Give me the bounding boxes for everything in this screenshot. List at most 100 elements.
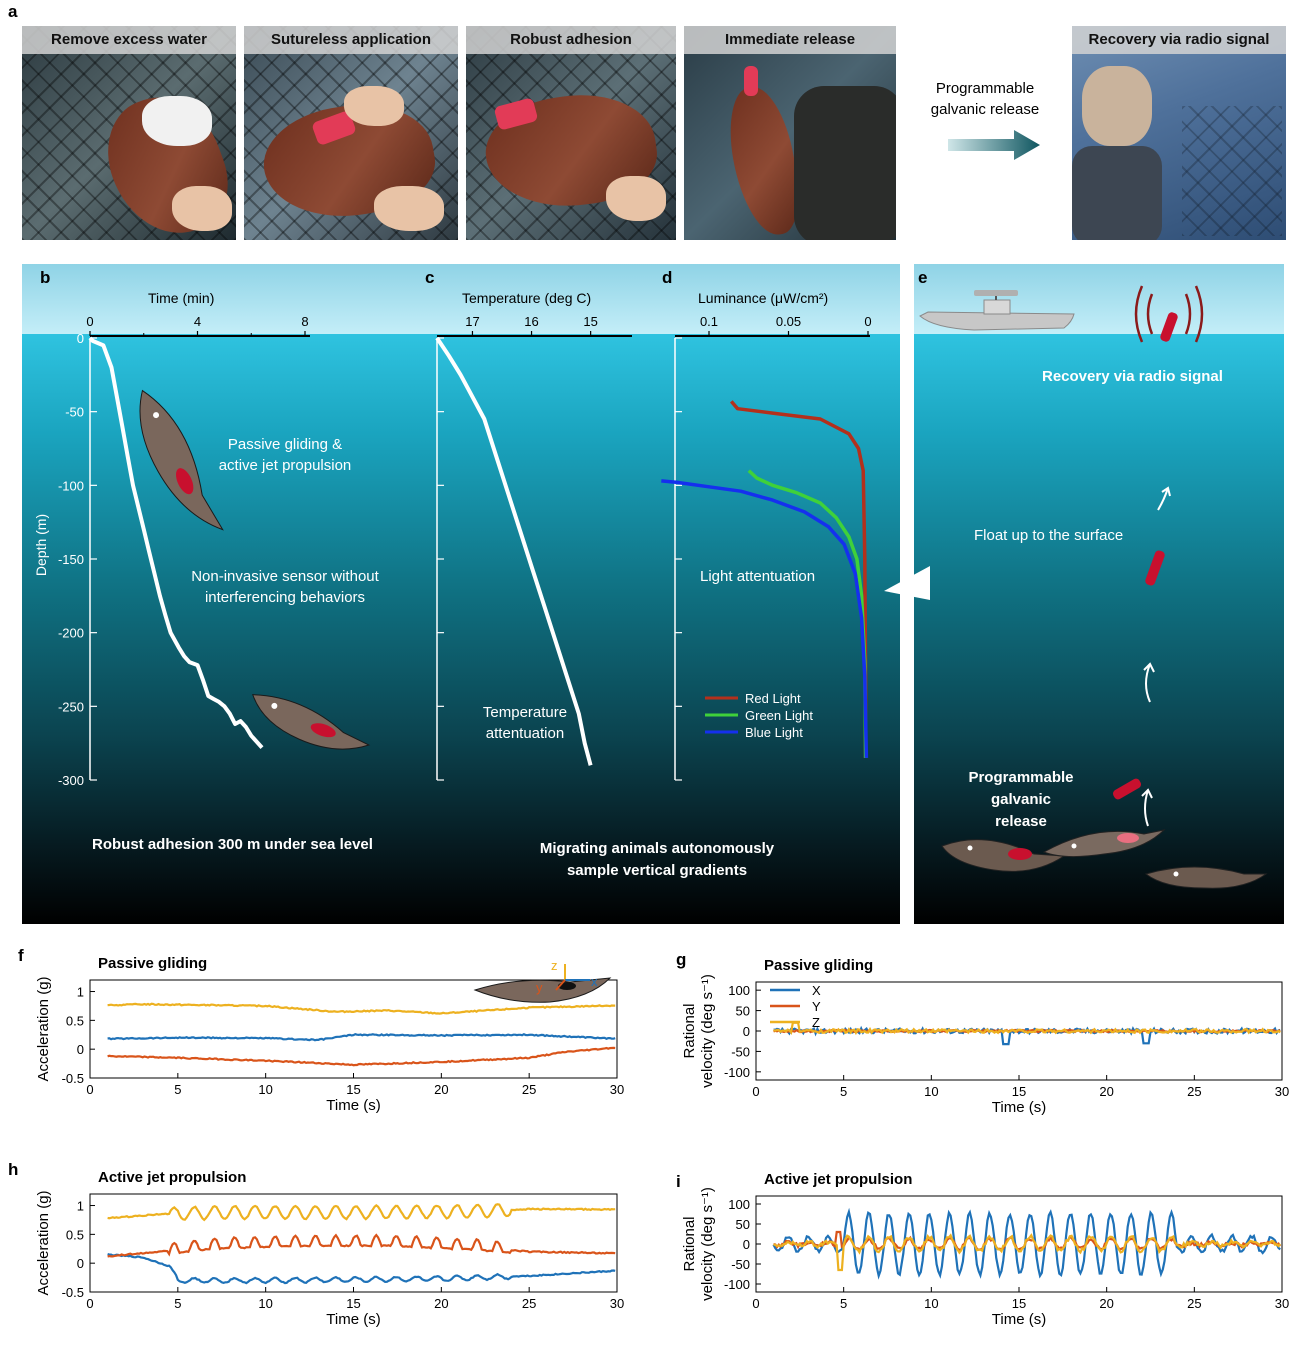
chart-title: Passive gliding [98, 955, 207, 972]
x-tick-label: 25 [522, 1082, 536, 1097]
label-release-line2: galvanic release [990, 791, 1052, 830]
axis-title-temperature: Temperature (deg C) [462, 290, 592, 306]
label-release: Programmable galvanic release [966, 767, 1076, 833]
series-line-blue-light [661, 479, 869, 758]
boat-icon [919, 290, 1075, 331]
y-tick-label: -250 [58, 699, 84, 714]
panel-e-illustration [919, 285, 1268, 889]
x-tick-label: 15 [346, 1296, 360, 1311]
up-arrow-icon [1157, 486, 1171, 511]
panel-letter-i: i [676, 1172, 681, 1191]
panel-letter-e: e [918, 268, 928, 287]
y-axis-title: Acceleration (g) [35, 976, 52, 1081]
x-tick-label: 30 [610, 1082, 624, 1097]
person-body-image [1072, 146, 1162, 240]
axis-title-luminance: Luminance (μW/cm²) [698, 290, 829, 306]
x-tick-label: 25 [522, 1296, 536, 1311]
y-tick-label: -50 [731, 1257, 750, 1272]
x-tick-label: 17 [465, 314, 479, 329]
towel-image [142, 96, 212, 146]
x-axis-title: Time (s) [326, 1097, 380, 1114]
panel-letter-a: a [8, 2, 18, 21]
x-tick-label: 20 [1099, 1296, 1113, 1311]
photo-caption: Sutureless application [244, 26, 458, 54]
y-axis-title: Rational [681, 1216, 698, 1271]
legend-label: X [812, 983, 821, 998]
label-migrating-line1: Migrating animals autonomously [539, 840, 775, 857]
panel-b-squids [139, 389, 371, 750]
x-tick-label: 30 [1275, 1296, 1289, 1311]
series-line-y [107, 1233, 616, 1258]
label-recovery: Recovery via radio signal [1042, 368, 1223, 385]
legend-label: Y [812, 999, 821, 1014]
x-tick-label: 5 [840, 1084, 847, 1099]
label-migrating-line2: sample vertical gradients [566, 862, 748, 879]
photo-recovery: Recovery via radio signal [1072, 26, 1286, 240]
up-arrow-icon [1143, 662, 1155, 703]
series-line-red-light [729, 400, 868, 758]
photo-caption: Recovery via radio signal [1072, 26, 1286, 54]
y-tick-label: -50 [731, 1044, 750, 1059]
label-robust-adhesion: Robust adhesion 300 m under sea level [92, 836, 373, 853]
photo-immediate-release: Immediate release [684, 26, 896, 240]
y-tick-label: 0 [743, 1024, 750, 1039]
x-tick-label: 0 [86, 1296, 93, 1311]
axis-title-time-min: Time (min) [148, 290, 215, 306]
series-line-temperature [435, 336, 593, 766]
squid-icon [1042, 829, 1166, 858]
x-axis-title: Time (s) [326, 1311, 380, 1328]
panel-letter-f: f [18, 946, 24, 965]
legend-label: Red Light [745, 691, 801, 706]
y-tick-label: 100 [728, 1197, 750, 1212]
panel-letter-c: c [425, 268, 435, 287]
floating-tag-icon [1145, 550, 1165, 586]
x-tick-label: 16 [524, 314, 538, 329]
hand-image [344, 86, 404, 126]
squid-body [473, 977, 612, 1003]
x-axis-title: Time (s) [992, 1311, 1046, 1328]
label-migrating: Migrating animals autonomously sample ve… [500, 838, 814, 882]
depth-profiles: 0 -50 -100 -150 -200 -250 -300 Depth (m) 0 4 8 17 16… [58, 314, 872, 766]
sea-background-e [914, 264, 1284, 924]
x-tick-label: 10 [924, 1084, 938, 1099]
y-tick-label: 1 [77, 1199, 84, 1214]
label-gliding: Passive gliding & active jet propulsion [160, 434, 410, 476]
photo-caption: Remove excess water [22, 26, 236, 54]
axis-letter: y [536, 980, 543, 995]
y-tick-label: -200 [58, 626, 84, 641]
sky-band [22, 264, 900, 334]
photo-caption: Robust adhesion [466, 26, 676, 54]
legend-label: Blue Light [745, 725, 803, 740]
x-tick-label: 15 [346, 1082, 360, 1097]
x-tick-label: 0 [86, 1082, 93, 1097]
y-axis-title: Rational [681, 1003, 698, 1058]
arrow-label: Programmable galvanic release [905, 78, 1065, 120]
label-sensor-line1: Non-invasive sensor without [191, 568, 379, 585]
x-tick-label: 4 [194, 314, 201, 329]
squid-icon [139, 389, 224, 531]
x-tick-label: 20 [434, 1296, 448, 1311]
label-temperature: Temperature attentuation [460, 702, 590, 744]
label-gliding-line2: active jet propulsion [218, 457, 352, 474]
label-float: Float up to the surface [974, 527, 1124, 544]
arrow-label-line2: galvanic release [930, 101, 1040, 118]
y-tick-label: -100 [724, 1277, 750, 1292]
series-line-z [107, 1002, 616, 1015]
photo-caption: Immediate release [684, 26, 896, 54]
person-image [1082, 66, 1152, 146]
released-tag-icon [1112, 778, 1142, 800]
y-axis-arrow [555, 979, 566, 991]
y-tick-label: 0 [77, 1042, 84, 1057]
y-tick-label: 0 [77, 331, 84, 346]
label-temperature-line1: Temperature [482, 704, 568, 721]
legend-label: Z [812, 1015, 820, 1030]
sensor-tag-image [744, 66, 758, 96]
x-tick-label: 0 [864, 314, 871, 329]
x-tick-label: 30 [1275, 1084, 1289, 1099]
x-tick-label: 8 [301, 314, 308, 329]
x-axis-title: Time (s) [992, 1099, 1046, 1116]
x-tick-label: 0.05 [776, 314, 801, 329]
y-tick-label: 1 [77, 985, 84, 1000]
y-tick-label: 100 [728, 983, 750, 998]
